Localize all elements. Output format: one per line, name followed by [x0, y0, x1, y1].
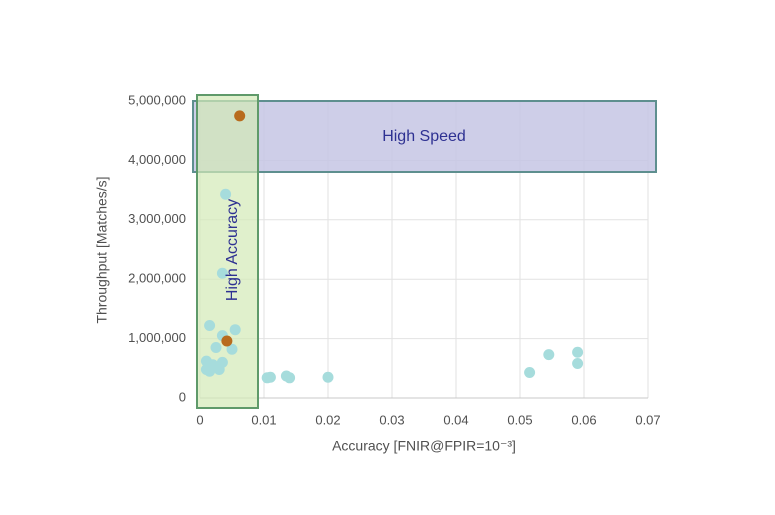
point	[204, 320, 216, 332]
point	[524, 366, 536, 378]
point	[284, 372, 296, 384]
x-tick-label: 0.07	[635, 412, 660, 427]
point	[226, 343, 238, 355]
y-tick-label: 5,000,000	[128, 92, 186, 107]
point	[229, 324, 241, 336]
point	[216, 267, 228, 279]
point	[234, 110, 246, 122]
point	[264, 371, 276, 383]
x-tick-label: 0	[196, 412, 203, 427]
y-tick-label: 3,000,000	[128, 211, 186, 226]
point	[543, 349, 555, 361]
y-tick-label: 2,000,000	[128, 271, 186, 286]
x-axis-label: Accuracy [FNIR@FPIR=10⁻³]	[332, 438, 516, 454]
y-tick-label: 1,000,000	[128, 330, 186, 345]
annotation: High Accuracy	[224, 199, 241, 301]
point	[204, 365, 216, 377]
y-tick-label: 4,000,000	[128, 152, 186, 167]
x-tick-label: 0.02	[315, 412, 340, 427]
point	[213, 363, 225, 375]
high-speed-region	[192, 100, 657, 173]
x-tick-label: 0.06	[571, 412, 596, 427]
x-tick-label: 0.05	[507, 412, 532, 427]
point	[221, 335, 233, 347]
point	[220, 188, 232, 200]
x-tick-label: 0.01	[251, 412, 276, 427]
y-tick-label: 0	[179, 389, 186, 404]
point-layer	[200, 110, 584, 384]
point	[572, 346, 584, 358]
annotation: High Speed	[382, 128, 466, 145]
point	[572, 358, 584, 370]
point	[210, 342, 222, 354]
y-axis-label: Throughput [Matches/s]	[94, 176, 110, 323]
x-tick-label: 0.03	[379, 412, 404, 427]
point	[322, 371, 334, 383]
x-tick-label: 0.04	[443, 412, 468, 427]
